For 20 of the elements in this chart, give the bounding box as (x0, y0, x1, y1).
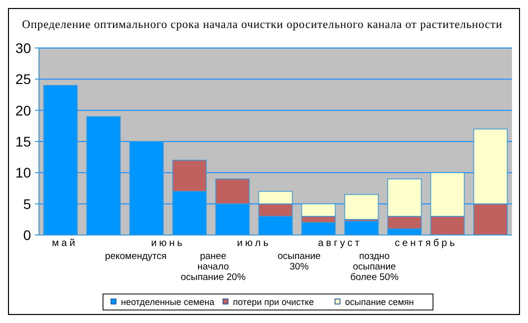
text: июль (237, 238, 271, 249)
text: май (52, 238, 78, 249)
text: август (318, 238, 362, 249)
legend-label: осыпание семян (345, 297, 414, 307)
text: рекомендутся (104, 251, 167, 262)
y-tick-label: 15 (15, 134, 32, 150)
legend-label: потери при очистке (233, 297, 314, 307)
y-tick-label: 5 (23, 196, 32, 212)
chart-title: Определение оптимального срока начала очистки оросительного канала от растительности (22, 19, 502, 31)
text: поздно осыпание более 50% (350, 251, 400, 283)
y-tick-label: 0 (23, 227, 32, 243)
y-tick-label: 10 (15, 164, 32, 181)
text: ранее начало осыпание 20% (180, 251, 246, 283)
text: осыпание 30% (278, 251, 321, 272)
text: июнь (151, 238, 185, 249)
text: сентябрь (394, 238, 458, 249)
y-tick-label: 20 (15, 102, 32, 118)
legend-label: неотделенные семена (121, 297, 214, 307)
y-tick-label: 25 (15, 71, 32, 88)
y-tick-label: 30 (15, 40, 32, 56)
